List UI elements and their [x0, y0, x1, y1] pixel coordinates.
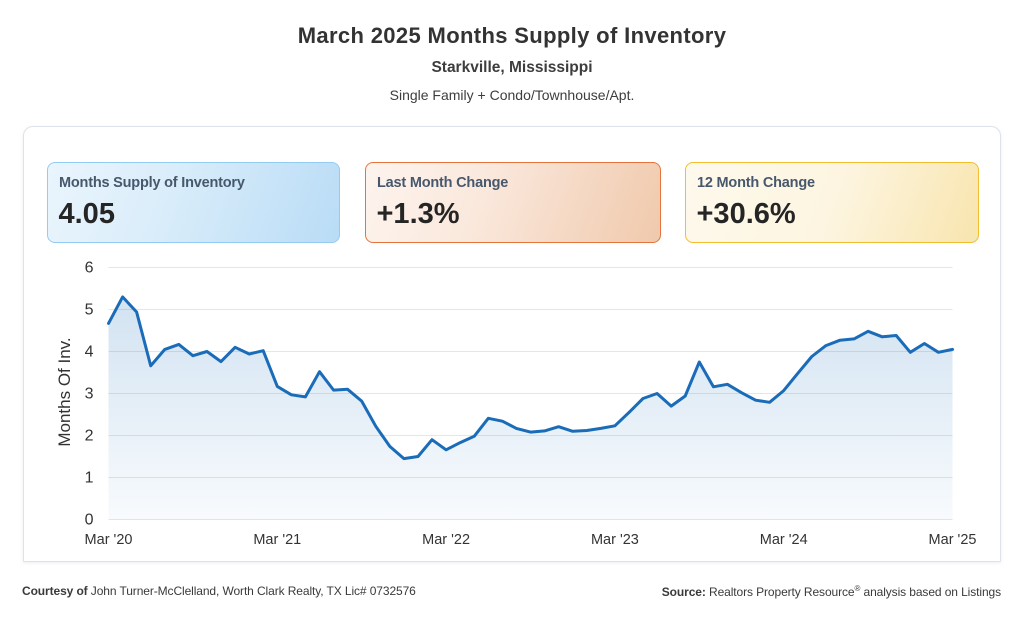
- svg-text:Mar '25: Mar '25: [929, 532, 977, 548]
- svg-text:Mar '21: Mar '21: [253, 532, 301, 548]
- svg-text:1: 1: [85, 470, 94, 487]
- svg-text:Mar '23: Mar '23: [591, 532, 639, 548]
- svg-text:Mar '20: Mar '20: [85, 532, 133, 548]
- svg-text:0: 0: [85, 512, 94, 529]
- svg-text:Months Of Inv.: Months Of Inv.: [55, 337, 74, 446]
- svg-text:4: 4: [85, 344, 94, 361]
- svg-text:6: 6: [85, 260, 94, 277]
- svg-text:Mar '22: Mar '22: [422, 532, 470, 548]
- svg-text:Mar '24: Mar '24: [760, 532, 808, 548]
- svg-text:5: 5: [85, 302, 94, 319]
- svg-text:2: 2: [85, 428, 94, 445]
- svg-text:3: 3: [85, 386, 94, 403]
